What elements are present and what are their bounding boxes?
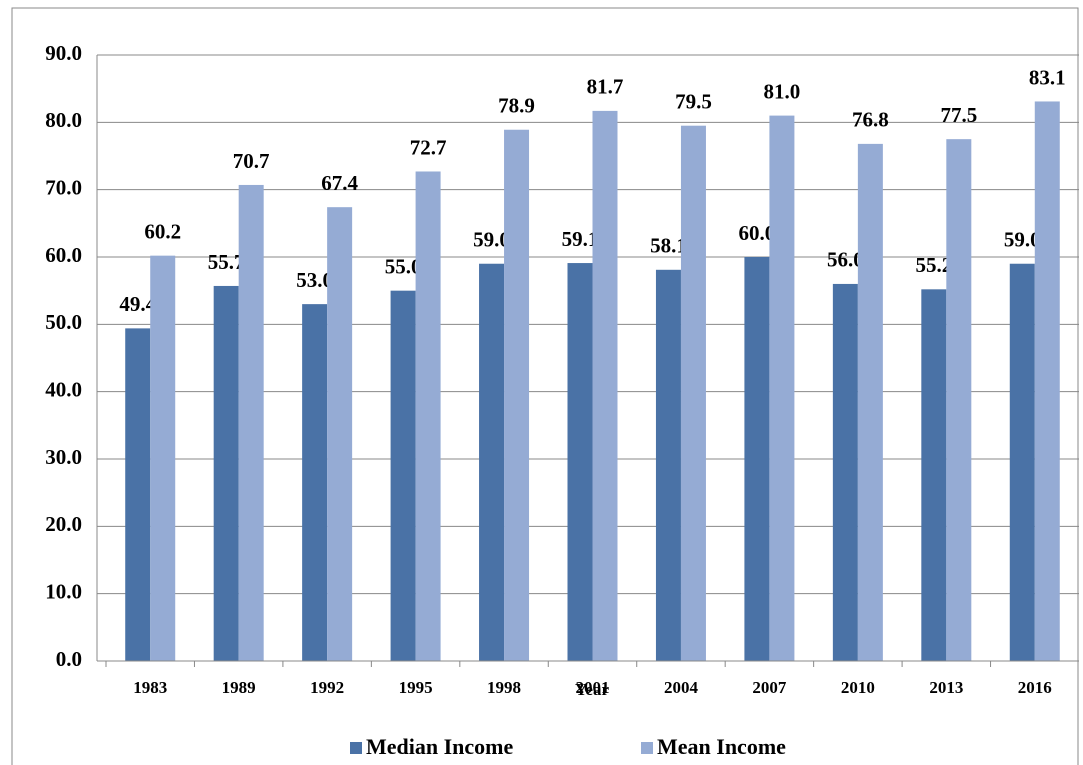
x-tick-label: 1995: [399, 678, 433, 697]
bar: [1009, 263, 1035, 661]
data-label: 59.0: [473, 228, 510, 252]
bar: [592, 110, 618, 662]
data-label: 56.0: [827, 248, 864, 272]
chart-border: [11, 7, 1079, 765]
data-label: 55.7: [208, 250, 245, 274]
bar: [302, 304, 328, 661]
data-label: 77.5: [940, 103, 977, 127]
bar: [415, 171, 441, 661]
x-tick-label: 2010: [841, 678, 875, 697]
data-label: 70.7: [233, 149, 270, 173]
legend-swatch: [350, 742, 362, 754]
x-tick-label: 1992: [310, 678, 344, 697]
y-tick-label: 50.0: [45, 310, 82, 334]
bar: [832, 283, 858, 661]
y-tick-label: 60.0: [45, 243, 82, 267]
x-tick-label: 2013: [929, 678, 963, 697]
data-label: 76.8: [852, 108, 889, 132]
data-label: 81.7: [587, 75, 624, 99]
y-tick-label: 70.0: [45, 175, 82, 199]
data-label: 78.9: [498, 94, 535, 118]
x-tick-label: 1989: [222, 678, 256, 697]
data-label: 55.0: [385, 254, 422, 278]
bar: [567, 263, 593, 661]
bar: [921, 289, 947, 661]
legend-label: Median Income: [366, 734, 514, 759]
bar: [125, 328, 151, 661]
y-tick-label: 30.0: [45, 445, 82, 469]
bar: [680, 125, 706, 661]
x-tick-label: 1983: [133, 678, 167, 697]
data-label: 79.5: [675, 90, 712, 114]
y-tick-label: 20.0: [45, 512, 82, 536]
legend-swatch: [641, 742, 653, 754]
x-tick-label: 2007: [752, 678, 787, 697]
legend-label: Mean Income: [657, 734, 786, 759]
data-label: 83.1: [1029, 65, 1066, 89]
bar: [150, 255, 176, 662]
data-label: 55.2: [915, 253, 952, 277]
y-tick-label: 80.0: [45, 108, 82, 132]
y-tick-label: 40.0: [45, 377, 82, 401]
bar: [655, 269, 681, 661]
bar: [1034, 101, 1060, 661]
bar: [213, 285, 239, 661]
bar: [479, 263, 505, 661]
bar: [327, 207, 353, 661]
data-label: 67.4: [321, 171, 358, 195]
data-label: 81.0: [764, 79, 801, 103]
bar: [504, 129, 530, 662]
data-label: 59.1: [562, 227, 599, 251]
y-tick-label: 90.0: [45, 41, 82, 65]
x-axis-label: Year: [575, 680, 609, 699]
y-tick-label: 10.0: [45, 579, 82, 603]
data-label: 60.2: [144, 219, 181, 243]
bar: [769, 115, 795, 662]
data-label: 59.0: [1004, 228, 1041, 252]
data-label: 58.1: [650, 234, 687, 258]
data-label: 60.0: [739, 221, 776, 245]
bar: [238, 184, 264, 661]
y-tick-label: 0.0: [56, 647, 82, 671]
x-tick-label: 2004: [664, 678, 699, 697]
data-label: 53.0: [296, 268, 333, 292]
bar: [744, 257, 770, 661]
data-label: 72.7: [410, 135, 447, 159]
bar: [857, 143, 883, 661]
x-tick-label: 2001: [576, 678, 610, 697]
bar: [390, 290, 416, 661]
x-tick-label: 2016: [1018, 678, 1052, 697]
x-tick-label: 1998: [487, 678, 521, 697]
bar: [946, 139, 972, 661]
